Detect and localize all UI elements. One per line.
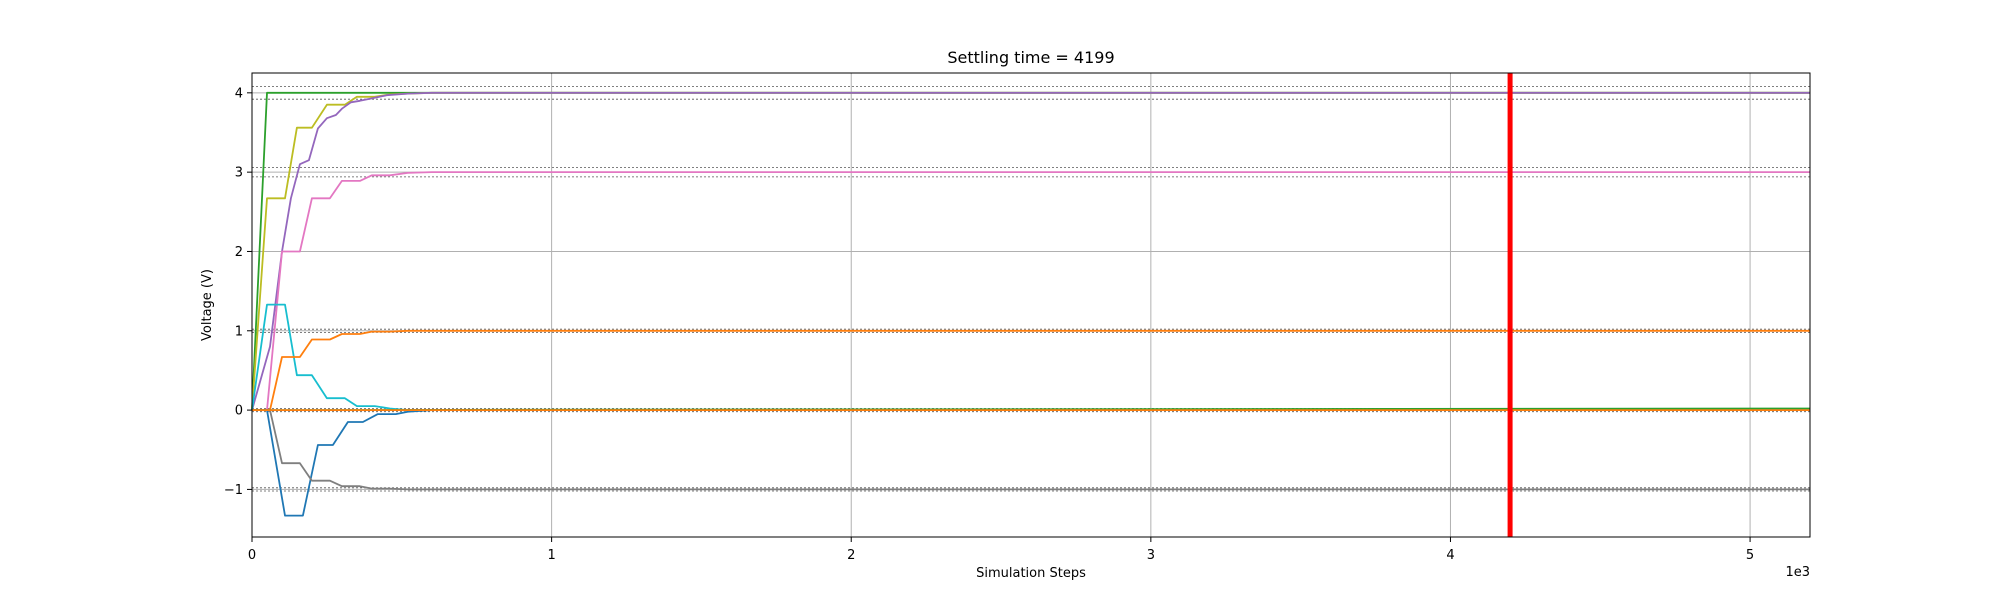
- y-tick-label: −1: [224, 483, 243, 498]
- grid-lines: [251, 73, 1810, 537]
- x-axis-label: Simulation Steps: [976, 566, 1086, 581]
- series-line: [252, 171, 1810, 412]
- series-line: [252, 409, 1810, 517]
- series-lines: [251, 91, 1811, 517]
- y-tick-label: 1: [235, 324, 243, 339]
- x-axis-ticks: 0 1 2 3 4 5: [248, 537, 1754, 563]
- y-tick-label: 3: [235, 166, 243, 181]
- x-tick-label: 1: [547, 548, 555, 563]
- x-tick-label: 0: [248, 548, 256, 563]
- x-axis-offset-label: 1e3: [1785, 565, 1810, 580]
- series-line: [252, 409, 1810, 491]
- series-line: [251, 91, 1810, 411]
- y-axis-label: Voltage (V): [200, 269, 215, 341]
- x-tick-label: 5: [1746, 548, 1754, 563]
- series-line: [252, 329, 1810, 412]
- chart-title: Settling time = 4199: [947, 48, 1114, 67]
- x-tick-label: 3: [1147, 548, 1155, 563]
- tolerance-bands: [252, 86, 1810, 492]
- x-tick-label: 2: [847, 548, 855, 563]
- series-line: [251, 303, 1810, 412]
- y-tick-label: 0: [235, 404, 243, 419]
- x-tick-label: 4: [1446, 548, 1454, 563]
- y-tick-label: 2: [235, 245, 243, 260]
- y-axis-ticks: −1 0 1 2 3 4: [224, 86, 252, 498]
- plot-area-frame: [251, 72, 1811, 538]
- y-tick-label: 4: [235, 86, 243, 101]
